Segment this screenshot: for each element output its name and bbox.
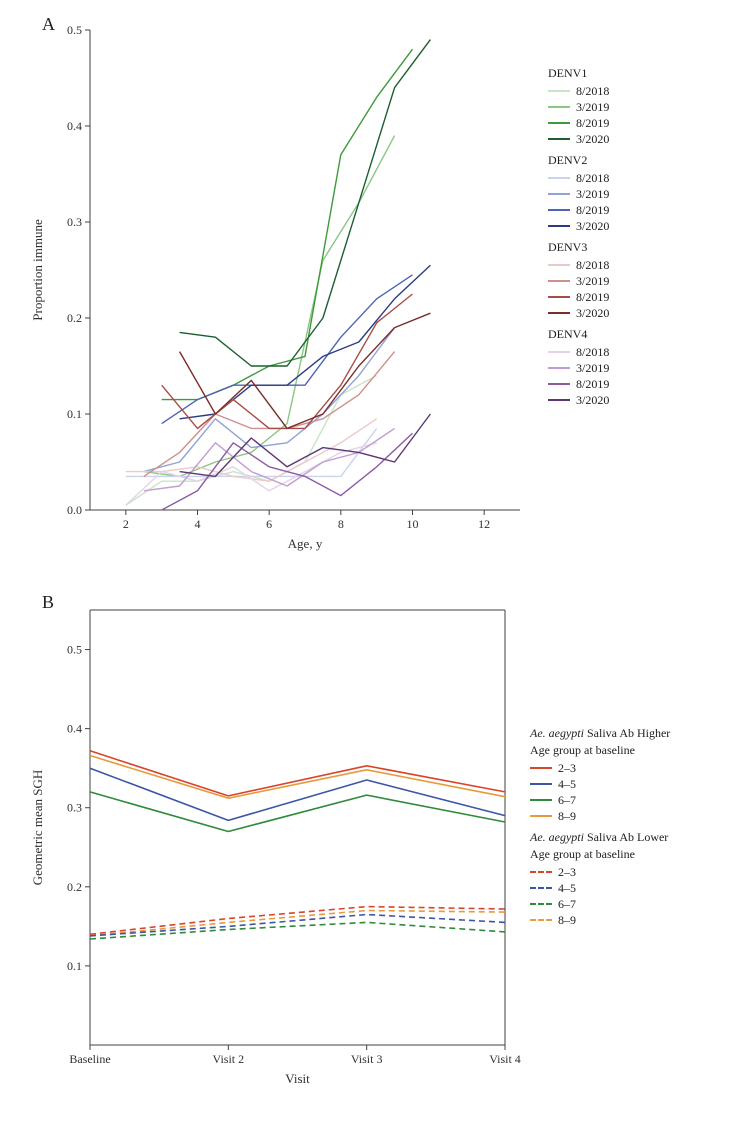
svg-text:0.4: 0.4 — [67, 722, 82, 736]
legend-label: 4–5 — [558, 881, 576, 896]
legend-label: 4–5 — [558, 777, 576, 792]
legend-item: 2–3 — [530, 760, 670, 776]
legend-swatch — [530, 903, 552, 905]
legend-item: 4–5 — [530, 776, 670, 792]
legend-label: 6–7 — [558, 793, 576, 808]
legend-swatch — [530, 815, 552, 817]
legend-group-title: Ae. aegypti Saliva Ab Higher — [530, 726, 670, 741]
legend-swatch — [530, 767, 552, 769]
legend-group-subtitle: Age group at baseline — [530, 847, 670, 862]
svg-text:0.1: 0.1 — [67, 959, 82, 973]
legend-label: 8–9 — [558, 809, 576, 824]
legend-label: 6–7 — [558, 897, 576, 912]
figure-page: { "panelA": { "label": "A", "type": "lin… — [0, 0, 732, 1132]
legend-swatch — [530, 783, 552, 785]
legend-item: 6–7 — [530, 792, 670, 808]
svg-text:0.5: 0.5 — [67, 643, 82, 657]
svg-text:Visit 2: Visit 2 — [213, 1052, 245, 1066]
legend-label: 8–9 — [558, 913, 576, 928]
svg-text:Visit 4: Visit 4 — [489, 1052, 521, 1066]
legend-group-title: Ae. aegypti Saliva Ab Lower — [530, 830, 670, 845]
svg-text:Baseline: Baseline — [69, 1052, 110, 1066]
legend-label: 2–3 — [558, 761, 576, 776]
legend-item: 4–5 — [530, 880, 670, 896]
svg-text:0.2: 0.2 — [67, 880, 82, 894]
svg-text:Geometric mean SGH: Geometric mean SGH — [30, 770, 45, 886]
legend-swatch — [530, 871, 552, 873]
legend-item: 8–9 — [530, 808, 670, 824]
legend-label: 2–3 — [558, 865, 576, 880]
panel-b-chart: 0.1 0.2 0.3 0.4 0.5 Baseline Visit 2 Visit 3 Vis… — [0, 0, 732, 1132]
svg-text:Visit: Visit — [285, 1071, 310, 1086]
svg-text:Visit 3: Visit 3 — [351, 1052, 383, 1066]
legend-item: 6–7 — [530, 896, 670, 912]
legend-group-subtitle: Age group at baseline — [530, 743, 670, 758]
legend-item: 8–9 — [530, 912, 670, 928]
legend-swatch — [530, 887, 552, 889]
panel-b-legend: Ae. aegypti Saliva Ab Higher Age group at… — [530, 720, 670, 928]
legend-item: 2–3 — [530, 864, 670, 880]
svg-text:0.3: 0.3 — [67, 801, 82, 815]
legend-swatch — [530, 799, 552, 801]
legend-swatch — [530, 919, 552, 921]
